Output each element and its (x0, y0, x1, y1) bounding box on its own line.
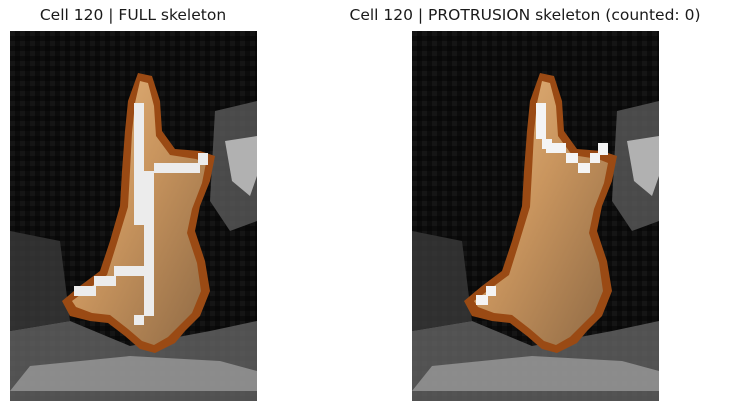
full-skeleton-figure (10, 31, 257, 401)
lower-band-bright (10, 356, 257, 391)
skeleton (74, 103, 208, 325)
left-grey-area (10, 231, 70, 331)
panel-title-full-skeleton: Cell 120 | FULL skeleton (39, 6, 227, 24)
protrusion-skeleton-figure (412, 31, 659, 401)
panel-title-protrusion-skeleton: Cell 120 | PROTRUSION skeleton (counted:… (349, 6, 701, 24)
lower-band-bright (412, 356, 659, 391)
neighbor-bright-right (225, 136, 257, 196)
cell-body (474, 81, 608, 345)
protrusion-skeleton (476, 103, 608, 305)
left-grey-area (412, 231, 472, 331)
full-skeleton-image (10, 31, 257, 401)
neighbor-bright-right (627, 136, 659, 196)
protrusion-skeleton-image (412, 31, 659, 401)
